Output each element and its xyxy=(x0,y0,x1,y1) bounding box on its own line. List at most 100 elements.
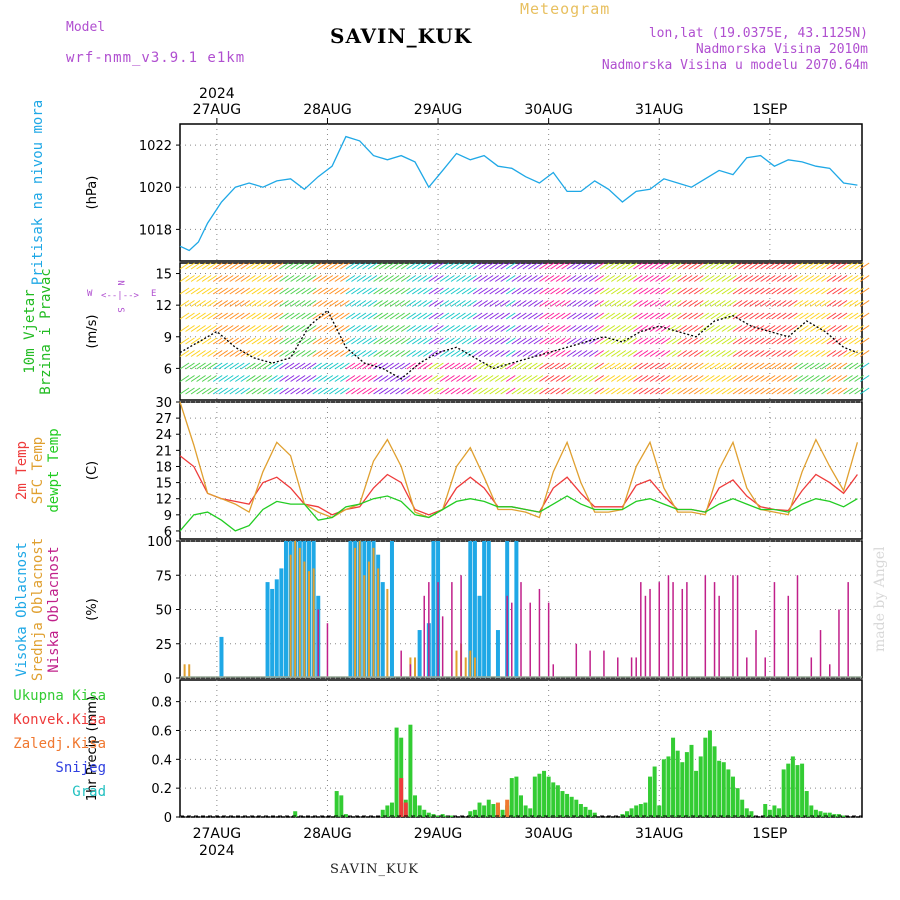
station-title: SAVIN_KUK xyxy=(330,24,473,48)
wind-barb xyxy=(185,350,195,357)
precip-bar-0 xyxy=(735,788,740,817)
wind-barb xyxy=(810,387,820,395)
wind-barb xyxy=(732,287,743,295)
cloud-bar-2 xyxy=(640,582,642,678)
wind-barb xyxy=(588,337,599,345)
cloud-bar-2 xyxy=(437,582,439,678)
wind-barb xyxy=(218,350,228,357)
precip-bar-0 xyxy=(389,802,394,817)
y-tick-label: 25 xyxy=(155,638,172,653)
wind-barb xyxy=(633,350,643,357)
wind-barb xyxy=(832,362,842,370)
wind-barb xyxy=(423,287,433,295)
wind-barb xyxy=(411,300,422,307)
wind-barb xyxy=(677,325,687,332)
wind-barb xyxy=(212,325,223,332)
wind-barb xyxy=(776,287,787,295)
wind-barb xyxy=(362,337,372,345)
wind-barb xyxy=(688,275,699,282)
wind-barb xyxy=(837,350,848,357)
wind-barb xyxy=(682,337,693,345)
wind-barb xyxy=(605,362,616,370)
wind-barb xyxy=(550,362,560,370)
wind-barb xyxy=(478,262,488,270)
wind-barb xyxy=(196,350,206,357)
wind-barb xyxy=(317,362,328,370)
wind-barb xyxy=(196,325,206,332)
precip-bar-0 xyxy=(809,805,814,817)
wind-barb xyxy=(782,325,793,332)
wind-barb xyxy=(688,387,699,395)
wind-barb xyxy=(738,387,748,395)
wind-barb xyxy=(616,275,627,282)
wind-barb xyxy=(749,300,759,307)
wind-barb xyxy=(185,275,195,282)
wind-barb xyxy=(699,312,710,320)
wind-barb xyxy=(622,300,632,307)
wind-barb xyxy=(389,325,400,332)
wind-barb xyxy=(854,387,864,395)
wind-barb xyxy=(859,325,870,332)
wind-barb xyxy=(622,362,632,370)
wind-barb xyxy=(749,375,759,382)
wind-barb xyxy=(417,375,428,382)
wind-barb xyxy=(848,362,859,370)
wind-barb xyxy=(677,362,687,370)
wind-barb xyxy=(262,287,273,295)
panel-frame-pressure xyxy=(179,123,863,262)
wind-barb xyxy=(235,387,245,395)
wind-barb xyxy=(544,337,555,345)
precip-bar-0 xyxy=(449,815,454,817)
wind-barb xyxy=(583,300,593,307)
wind-barb xyxy=(517,312,527,320)
wind-barb xyxy=(212,300,223,307)
wind-barb xyxy=(351,300,361,307)
wind-barb xyxy=(677,350,687,357)
cloud-bar-2 xyxy=(644,595,647,678)
wind-barb xyxy=(505,387,516,395)
wind-barb xyxy=(257,325,267,332)
wind-barb xyxy=(572,362,582,370)
wind-barb xyxy=(660,375,671,382)
wind-barb xyxy=(727,387,737,395)
wind-barb xyxy=(583,275,593,282)
wind-barb xyxy=(439,312,450,320)
wind-barb xyxy=(760,350,770,357)
wind-barb xyxy=(572,387,582,395)
wind-barb xyxy=(323,325,334,332)
wind-barb xyxy=(450,262,461,270)
wind-barb xyxy=(461,337,472,345)
wind-barb xyxy=(555,300,566,307)
wind-barb xyxy=(212,312,223,320)
wind-barb xyxy=(622,287,632,295)
wind-barb xyxy=(478,312,488,320)
wind-barb xyxy=(539,262,549,270)
wind-barb xyxy=(528,312,538,320)
wind-barb xyxy=(190,337,201,345)
wind-barb xyxy=(345,362,356,370)
wind-barb xyxy=(329,287,339,295)
wind-barb xyxy=(196,300,206,307)
wind-barb xyxy=(633,312,643,320)
wind-barb xyxy=(616,350,627,357)
wind-barb xyxy=(821,375,831,382)
wind-barb xyxy=(848,375,859,382)
wind-barb xyxy=(782,300,793,307)
wind-barb xyxy=(428,262,439,270)
cloud-bar-2 xyxy=(828,664,831,678)
wind-barb xyxy=(848,325,859,332)
wind-barb xyxy=(566,312,577,320)
wind-barb xyxy=(677,300,687,307)
wind-barb xyxy=(395,262,405,270)
wind-barb xyxy=(434,387,444,395)
wind-barb xyxy=(699,362,710,370)
wind-barb xyxy=(710,262,721,270)
cloud-bar-2 xyxy=(547,602,550,678)
wind-barb xyxy=(428,312,439,320)
wind-barb xyxy=(854,362,864,370)
wind-barb xyxy=(179,387,190,395)
wind-barb xyxy=(854,375,864,382)
wind-barb xyxy=(439,275,450,282)
wind-barb xyxy=(351,375,361,382)
wind-barb xyxy=(605,325,616,332)
